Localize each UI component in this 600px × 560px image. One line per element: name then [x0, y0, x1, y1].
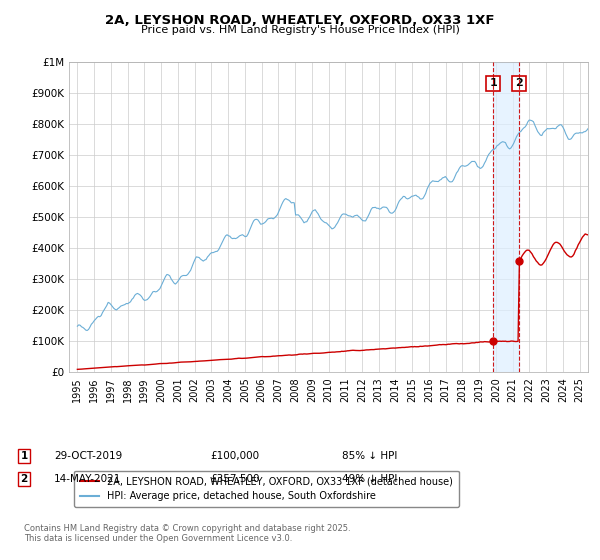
Legend: 2A, LEYSHON ROAD, WHEATLEY, OXFORD, OX33 1XF (detached house), HPI: Average pric: 2A, LEYSHON ROAD, WHEATLEY, OXFORD, OX33…	[74, 470, 458, 507]
Text: 85% ↓ HPI: 85% ↓ HPI	[342, 451, 397, 461]
Bar	[493, 62, 519, 372]
Text: £357,500: £357,500	[210, 474, 260, 484]
Text: 2A, LEYSHON ROAD, WHEATLEY, OXFORD, OX33 1XF: 2A, LEYSHON ROAD, WHEATLEY, OXFORD, OX33…	[105, 14, 495, 27]
Text: £100,000: £100,000	[210, 451, 259, 461]
Text: Contains HM Land Registry data © Crown copyright and database right 2025.
This d: Contains HM Land Registry data © Crown c…	[24, 524, 350, 543]
Text: 29-OCT-2019: 29-OCT-2019	[54, 451, 122, 461]
Text: 2: 2	[515, 78, 523, 88]
Text: 14-MAY-2021: 14-MAY-2021	[54, 474, 121, 484]
Text: 1: 1	[20, 451, 28, 461]
Text: Price paid vs. HM Land Registry's House Price Index (HPI): Price paid vs. HM Land Registry's House …	[140, 25, 460, 35]
Text: 49% ↓ HPI: 49% ↓ HPI	[342, 474, 397, 484]
Text: 1: 1	[489, 78, 497, 88]
Text: 2: 2	[20, 474, 28, 484]
